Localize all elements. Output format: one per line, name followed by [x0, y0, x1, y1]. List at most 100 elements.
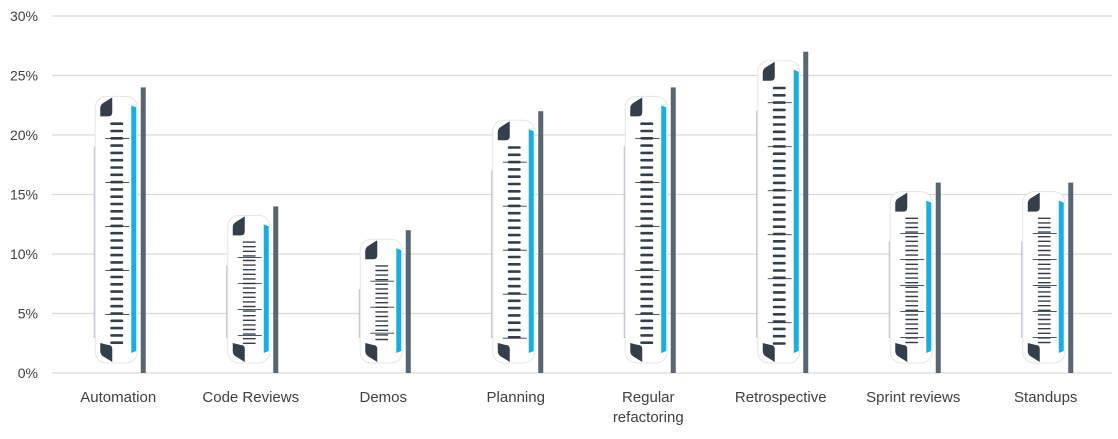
rack-slot	[772, 247, 786, 250]
rack-slot	[110, 253, 124, 257]
rack-slot	[507, 314, 521, 317]
x-tick-label: Retrospective	[735, 389, 827, 406]
rack-slot	[905, 328, 919, 330]
rack-slot	[640, 334, 654, 337]
rack-slot	[772, 305, 786, 309]
bar	[935, 182, 941, 373]
bar-group	[1021, 182, 1074, 373]
rack-corner	[365, 240, 378, 260]
bar	[273, 206, 279, 373]
bar	[1068, 182, 1074, 373]
rack-slot	[640, 231, 654, 235]
rack-slot	[1037, 249, 1051, 252]
rack-slot	[110, 158, 124, 162]
rack-stripe	[263, 224, 269, 353]
rack-slot	[772, 159, 786, 163]
rack-slot	[375, 302, 389, 304]
x-tick-label: Code Reviews	[202, 389, 299, 406]
rack-slot	[772, 298, 786, 301]
bar-group	[358, 230, 411, 373]
rack-slot	[242, 269, 256, 271]
rack-slot	[507, 182, 521, 186]
rack-slot	[640, 253, 654, 257]
rack-slot	[110, 275, 124, 279]
rack-slot	[640, 239, 654, 242]
rack-slot	[242, 333, 256, 335]
rack-slot	[242, 338, 256, 340]
rack-slot	[905, 318, 919, 321]
rack-slot	[110, 188, 124, 191]
rack-slot	[905, 249, 919, 252]
y-tick-label: 5%	[18, 306, 38, 322]
bar	[140, 87, 146, 374]
rack-slot	[772, 261, 786, 265]
rack-slot	[242, 292, 256, 294]
rack-corner	[100, 97, 113, 117]
rack-slot	[1037, 245, 1051, 247]
rack-slot	[242, 315, 256, 317]
rack-slot	[110, 304, 124, 308]
rack-slot	[507, 306, 521, 310]
bar-group	[756, 51, 809, 373]
rack-slot	[242, 287, 256, 289]
rack-slot	[1037, 341, 1051, 344]
rack-slot	[507, 153, 521, 157]
rack-slot	[772, 115, 786, 119]
rack-slot	[640, 188, 654, 191]
rack-slot	[905, 226, 919, 229]
rack-slot	[110, 210, 124, 213]
rack-slot	[905, 300, 919, 302]
rack-slot	[507, 328, 521, 332]
rack-slot	[772, 94, 786, 97]
rack-slot	[110, 246, 124, 250]
rack-slot	[640, 319, 654, 323]
rack-slot	[242, 278, 256, 280]
rack-slot	[640, 144, 654, 147]
rack-corner	[762, 61, 775, 81]
rack-slot	[507, 146, 521, 149]
rack-slot	[640, 151, 654, 155]
rack-body	[624, 95, 668, 364]
rack-slot	[772, 225, 786, 228]
rack-slot	[772, 313, 786, 316]
rack-slot	[772, 240, 786, 243]
rack-slot	[375, 297, 389, 299]
rack-slot	[242, 241, 256, 243]
rack-stripe	[793, 69, 799, 353]
bar	[538, 111, 544, 373]
rack-slot	[1037, 236, 1051, 238]
rack-slot	[640, 341, 654, 344]
x-tick-label: Standups	[1014, 389, 1077, 406]
rack-slot	[507, 255, 521, 259]
rack-slot	[375, 315, 389, 318]
rack-slot	[905, 332, 919, 334]
rack-slot	[375, 320, 389, 322]
rack-slot	[110, 297, 124, 301]
rack-stripe	[396, 248, 402, 353]
rack-slot	[507, 226, 521, 230]
y-tick-label: 0%	[18, 365, 38, 381]
rack-slot	[507, 233, 521, 237]
x-tick-label: Sprint reviews	[866, 389, 960, 406]
rack-slot	[1037, 217, 1051, 219]
rack-slot	[375, 265, 389, 267]
rack-slot	[640, 202, 654, 206]
rack-slot	[1037, 309, 1051, 311]
rack-corner	[232, 216, 245, 236]
rack-slot	[375, 311, 389, 313]
rack-slot	[110, 334, 124, 337]
rack-slot	[242, 250, 256, 252]
rack-slot	[772, 269, 786, 272]
y-tick-label: 20%	[10, 127, 38, 143]
rack-slot	[905, 272, 919, 275]
rack-slot	[110, 122, 124, 125]
rack-slot	[507, 270, 521, 273]
rack-slot	[110, 195, 124, 198]
rack-body	[227, 214, 271, 364]
bar-group	[888, 182, 941, 373]
rack-slot	[242, 296, 256, 298]
rack-slot	[507, 190, 521, 193]
rack-slot	[375, 329, 389, 331]
rack-slot	[507, 211, 521, 215]
